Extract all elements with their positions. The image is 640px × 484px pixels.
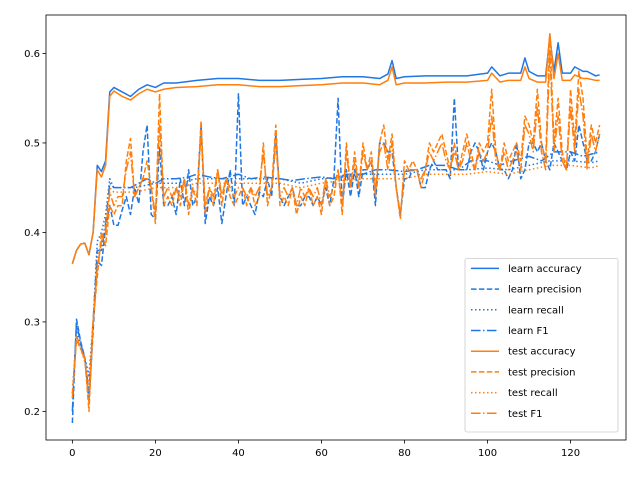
y-tick-label: 0.3 — [24, 317, 40, 328]
series-line-test-precision — [71, 32, 601, 413]
legend-label: learn precision — [508, 285, 582, 296]
x-tick-label: 60 — [315, 448, 328, 459]
x-axis: 0 20 40 60 80 100 120 — [69, 440, 580, 459]
legend: learn accuracy learn precision learn recal… — [464, 257, 619, 433]
legend-label: test F1 — [508, 409, 543, 420]
legend-label: learn recall — [508, 305, 564, 316]
x-tick-label: 100 — [478, 448, 497, 459]
legend-label: test precision — [508, 367, 576, 378]
series-line-learn-f1 — [71, 151, 600, 412]
legend-label: learn accuracy — [508, 264, 582, 275]
series-line-test-accuracy — [71, 33, 600, 264]
x-tick-label: 80 — [398, 448, 411, 459]
legend-label: test recall — [508, 388, 558, 399]
y-tick-label: 0.4 — [24, 228, 40, 239]
y-tick-label: 0.2 — [24, 407, 40, 418]
x-tick-label: 20 — [149, 448, 162, 459]
y-axis: 0.2 0.3 0.4 0.5 0.6 — [24, 49, 46, 418]
series-layer — [71, 32, 601, 424]
legend-label: learn F1 — [508, 326, 549, 337]
y-tick-label: 0.6 — [24, 49, 40, 60]
axes-frame — [45, 14, 627, 441]
x-tick-label: 40 — [232, 448, 245, 459]
legend-label: test accuracy — [508, 347, 576, 358]
y-tick-label: 0.5 — [24, 138, 40, 149]
x-tick-label: 0 — [69, 448, 75, 459]
series-line-test-recall — [71, 164, 600, 399]
legend-box — [464, 257, 619, 433]
series-line-learn-precision — [71, 92, 601, 424]
x-tick-label: 120 — [561, 448, 580, 459]
series-line-test-f1 — [71, 52, 601, 404]
